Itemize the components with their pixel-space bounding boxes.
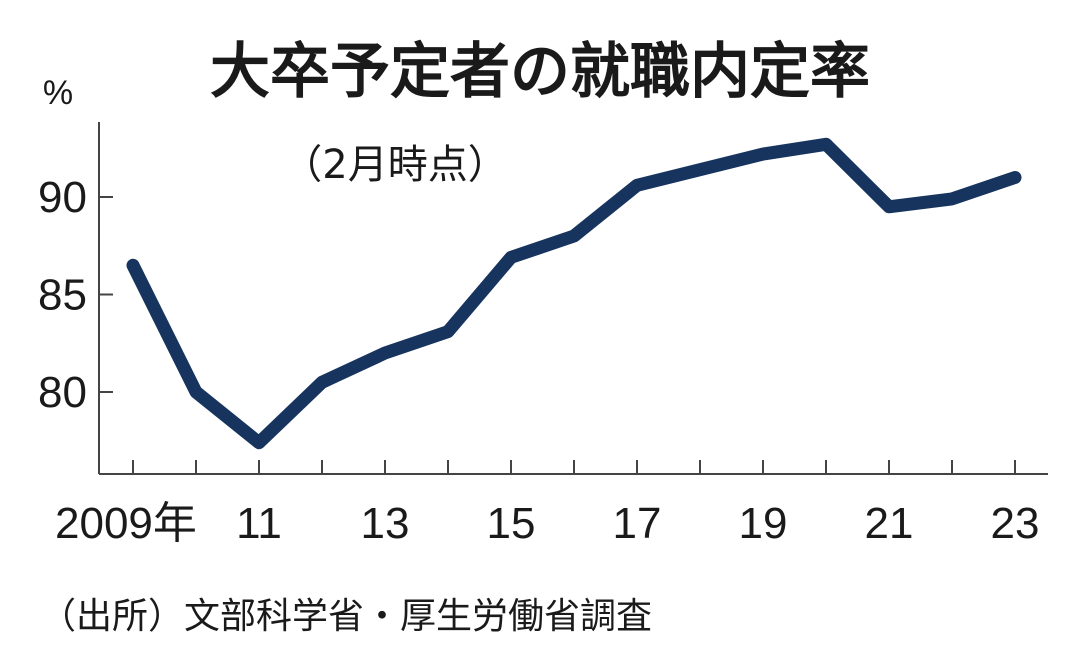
x-tick-label: 13: [361, 499, 410, 548]
y-tick-label: 85: [38, 271, 87, 320]
x-tick-label: 17: [613, 499, 662, 548]
series-layer: [126, 137, 1022, 450]
x-tick-label: 2009年: [55, 499, 197, 548]
series-line-1: [126, 137, 1022, 450]
chart-source: （出所）文部科学省・厚生労働省調査: [40, 596, 652, 637]
x-tick-label: 23: [991, 499, 1040, 548]
y-axis-unit: %: [43, 74, 73, 112]
y-tick-label: 90: [38, 173, 87, 222]
x-tick-label: 11: [236, 499, 282, 548]
x-tick-label: 19: [739, 499, 788, 548]
chart-title: 大卒予定者の就職内定率: [210, 37, 870, 107]
x-tick-label: 21: [865, 499, 914, 548]
x-tick-label: 15: [487, 499, 536, 548]
chart-subtitle: （2月時点）: [282, 142, 507, 188]
axes: 80 85 90 2009年 11 13 15 17 19 21 23: [38, 122, 1048, 548]
y-tick-label: 80: [38, 368, 87, 417]
